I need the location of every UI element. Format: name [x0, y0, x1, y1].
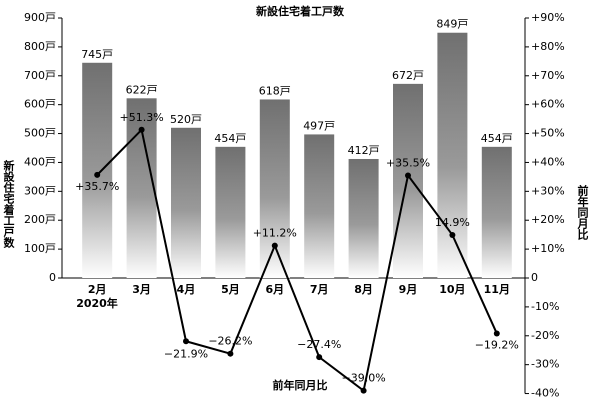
- y2-tick-label: -40%: [531, 387, 559, 400]
- year-label: 2020年: [76, 296, 118, 310]
- line-point: [493, 330, 500, 337]
- y-tick-label: 200戸: [24, 213, 56, 226]
- bar-value-label: 745戸: [81, 48, 113, 61]
- y2-tick-label: +40%: [531, 155, 565, 168]
- line-point: [183, 338, 189, 345]
- line-value-label: −19.2%: [475, 338, 519, 351]
- y-tick-label: 700戸: [24, 69, 56, 82]
- line-point: [360, 387, 367, 394]
- line-value-label: −26.2%: [208, 335, 252, 348]
- bar-value-label: 622戸: [126, 83, 158, 96]
- y2-tick-label: +90%: [531, 11, 565, 24]
- x-tick-label: 5月: [221, 283, 240, 296]
- y-tick-label: 500戸: [24, 127, 56, 140]
- line-point: [405, 172, 411, 179]
- y-tick-label: 100戸: [24, 242, 56, 255]
- y2-tick-label: +70%: [531, 69, 565, 82]
- bar-value-label: 672戸: [392, 69, 424, 82]
- x-tick-label: 2月: [88, 283, 107, 296]
- y-tick-label: 0: [49, 271, 56, 284]
- line-point: [138, 126, 145, 133]
- y2-tick-label: 0: [531, 271, 538, 284]
- bar-value-label: 454戸: [214, 132, 246, 145]
- x-tick-label: 3月: [132, 283, 151, 296]
- x-tick-label: 4月: [177, 283, 196, 296]
- bar: [126, 98, 157, 278]
- bar: [348, 158, 379, 278]
- x-tick-label: 9月: [399, 283, 418, 296]
- y2-tick-label: +80%: [531, 40, 565, 53]
- x-tick-label: 7月: [310, 283, 329, 296]
- bar-value-label: 520戸: [170, 113, 202, 126]
- bar-value-label: 412戸: [348, 144, 380, 157]
- y2-tick-label: +30%: [531, 184, 565, 197]
- bar-value-label: 849戸: [436, 18, 468, 31]
- y2-tick-label: +20%: [531, 213, 565, 226]
- y-tick-label: 800戸: [24, 40, 56, 53]
- bar-value-label: 497戸: [303, 119, 335, 132]
- y-tick-label: 600戸: [24, 98, 56, 111]
- bar: [215, 146, 246, 278]
- line-value-label: +11.2%: [253, 227, 297, 240]
- y2-tick-label: -30%: [531, 358, 559, 371]
- line-point: [449, 231, 456, 238]
- line-value-label: 14.9%: [435, 216, 470, 229]
- y2-axis-label: 前年同月比: [576, 184, 590, 241]
- bar: [171, 127, 201, 279]
- bar: [481, 146, 512, 278]
- x-tick-label: 8月: [354, 283, 373, 296]
- bar: [437, 32, 468, 278]
- annotation: 前年同月比: [273, 378, 328, 392]
- line-point: [316, 354, 323, 361]
- bar: [304, 134, 335, 278]
- line: [96, 127, 498, 393]
- x-tick-label: 10月: [439, 283, 465, 296]
- x-tick-label: 6月: [265, 283, 284, 296]
- bar: [82, 62, 113, 279]
- y-axis-label: 新設住宅着工戸数: [2, 159, 16, 249]
- y-tick-label: 300戸: [24, 184, 56, 197]
- x-tick-label: 11月: [484, 283, 510, 296]
- y2-tick-label: +10%: [531, 242, 565, 255]
- y-tick-label: 900戸: [24, 11, 56, 24]
- line-point: [94, 171, 101, 178]
- y2-tick-label: -10%: [531, 300, 559, 313]
- bar: [393, 83, 423, 278]
- line-value-label: +51.3%: [120, 111, 164, 124]
- line-value-label: +35.7%: [75, 180, 119, 193]
- bar-value-label: 618戸: [259, 84, 291, 97]
- line-value-label: +35.5%: [386, 156, 430, 169]
- y2-tick-label: +50%: [531, 127, 565, 140]
- chart-title: 新設住宅着工戸数: [256, 4, 345, 18]
- y2-tick-label: -20%: [531, 329, 559, 342]
- line-value-label: −39.0%: [342, 372, 386, 385]
- line-point: [271, 242, 278, 249]
- bar: [259, 99, 290, 278]
- line-point: [227, 350, 234, 357]
- y2-tick-label: +60%: [531, 98, 565, 111]
- y-tick-label: 400戸: [24, 155, 56, 168]
- line-value-label: −27.4%: [297, 338, 341, 351]
- bar-value-label: 454戸: [481, 132, 513, 145]
- line-value-label: −21.9%: [164, 347, 208, 360]
